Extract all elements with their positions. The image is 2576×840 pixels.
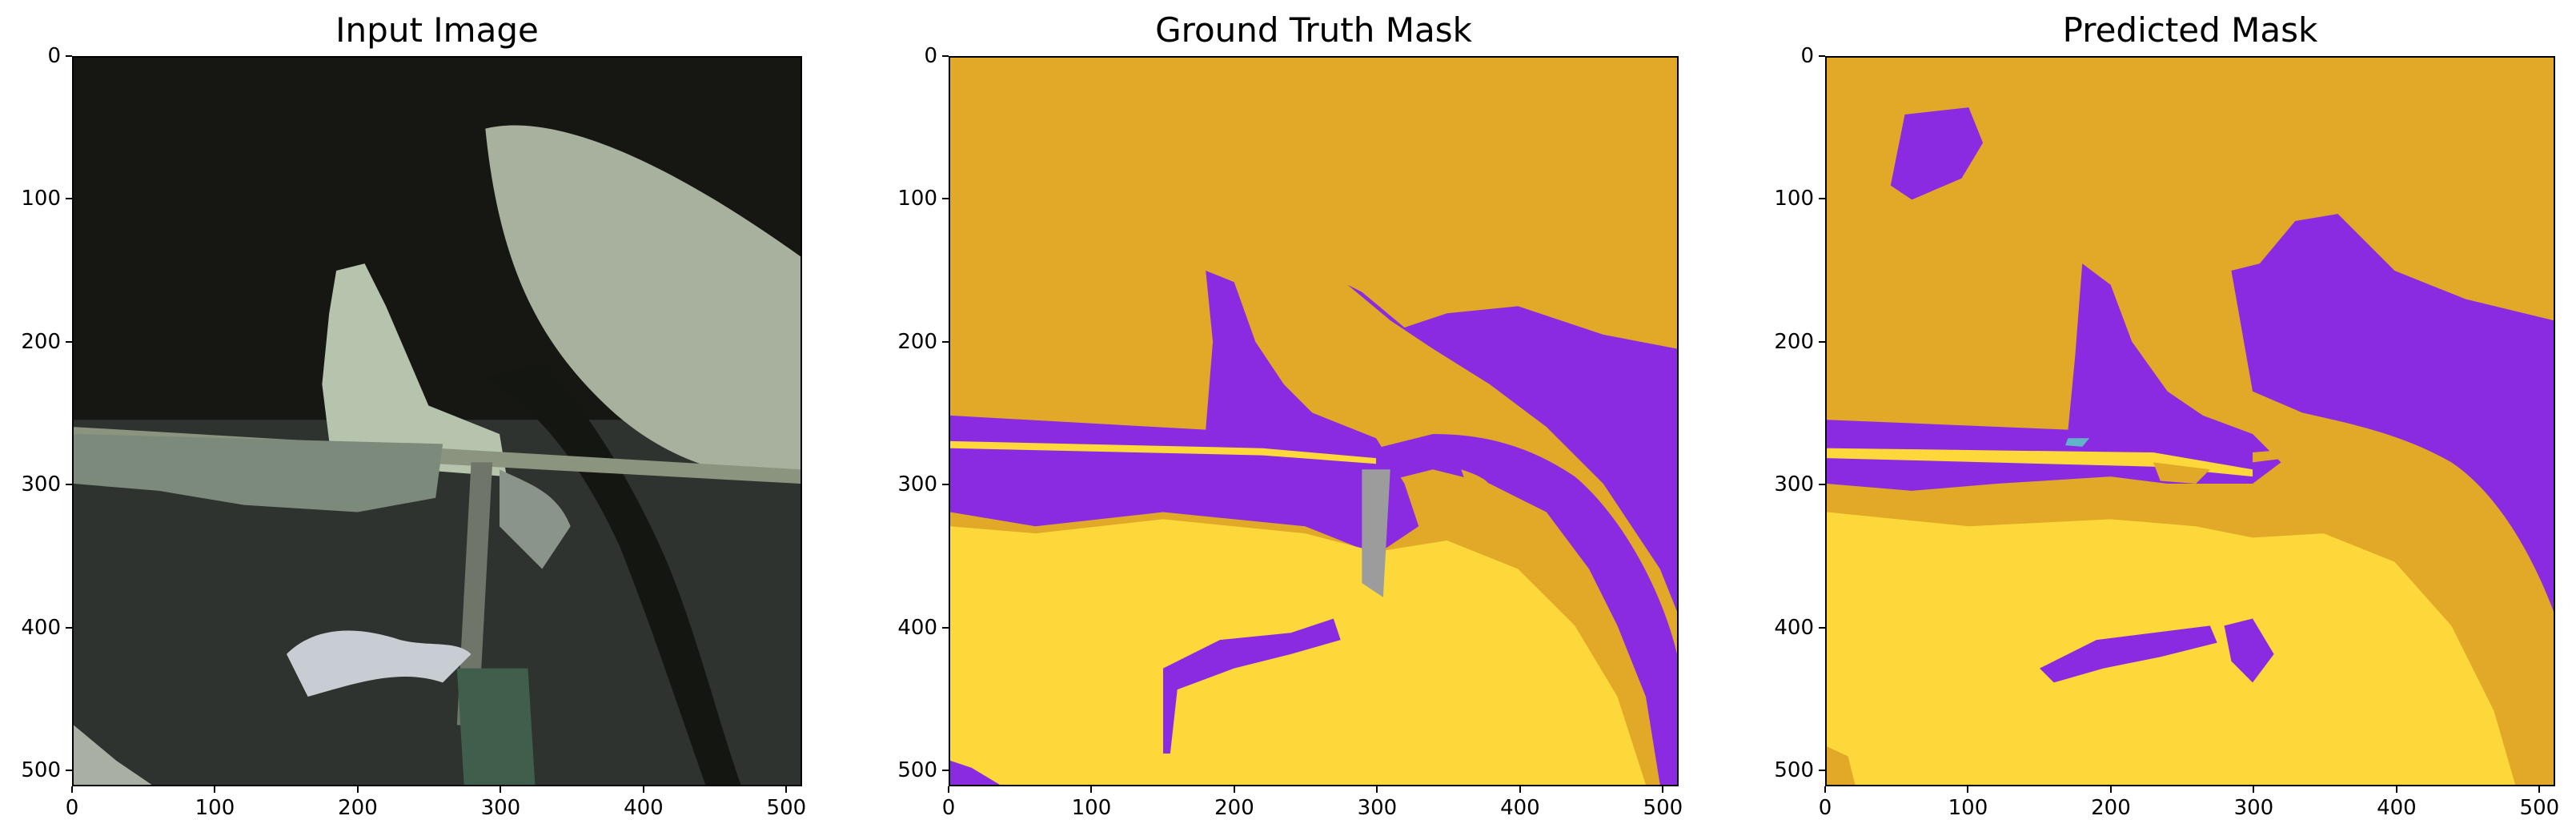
x-tick-mark bbox=[785, 786, 788, 793]
y-tick-label: 200 bbox=[1774, 329, 1814, 354]
y-tick-label: 0 bbox=[924, 44, 937, 68]
y-tick-mark bbox=[1819, 770, 1825, 772]
x-tick-label: 200 bbox=[1214, 796, 1254, 820]
x-tick-mark bbox=[1376, 786, 1378, 793]
x-tick-label: 0 bbox=[941, 796, 956, 820]
y-tick-label: 100 bbox=[1774, 187, 1814, 211]
x-tick-mark bbox=[2538, 786, 2541, 793]
y-tick-label: 200 bbox=[21, 329, 61, 354]
input-image-plot bbox=[72, 56, 802, 786]
x-tick-mark bbox=[1824, 786, 1826, 793]
y-tick-mark bbox=[66, 198, 72, 200]
y-tick-label: 0 bbox=[47, 44, 61, 68]
x-tick-mark bbox=[1662, 786, 1664, 793]
x-tick-mark bbox=[500, 786, 502, 793]
y-tick-label: 300 bbox=[1774, 472, 1814, 497]
y-tick-label: 400 bbox=[21, 615, 61, 640]
y-tick-mark bbox=[942, 770, 949, 772]
x-tick-mark bbox=[1090, 786, 1093, 793]
y-tick-mark bbox=[942, 198, 949, 200]
x-tick-label: 0 bbox=[65, 796, 79, 820]
x-tick-mark bbox=[1519, 786, 1521, 793]
predicted-plot bbox=[1825, 56, 2555, 786]
x-tick-label: 500 bbox=[766, 796, 807, 820]
y-tick-mark bbox=[66, 770, 72, 772]
x-tick-mark bbox=[214, 786, 216, 793]
x-tick-mark bbox=[2395, 786, 2397, 793]
panel-title: Input Image bbox=[335, 10, 539, 50]
panel-title: Predicted Mask bbox=[2062, 10, 2318, 50]
y-tick-label: 500 bbox=[897, 758, 937, 783]
x-tick-mark bbox=[2253, 786, 2255, 793]
y-tick-label: 100 bbox=[21, 187, 61, 211]
panel-title: Ground Truth Mask bbox=[1155, 10, 1472, 50]
y-tick-label: 0 bbox=[1800, 44, 1814, 68]
y-tick-label: 500 bbox=[1774, 758, 1814, 783]
x-tick-label: 500 bbox=[1643, 796, 1683, 820]
ground-truth-plot bbox=[949, 56, 1679, 786]
x-tick-label: 200 bbox=[2091, 796, 2131, 820]
y-tick-mark bbox=[66, 626, 72, 629]
x-tick-label: 100 bbox=[195, 796, 235, 820]
y-tick-label: 200 bbox=[897, 329, 937, 354]
y-tick-mark bbox=[66, 55, 72, 57]
x-tick-mark bbox=[1967, 786, 1969, 793]
x-tick-mark bbox=[71, 786, 73, 793]
x-tick-label: 200 bbox=[338, 796, 378, 820]
y-tick-label: 400 bbox=[1774, 615, 1814, 640]
x-tick-label: 300 bbox=[480, 796, 521, 820]
x-tick-label: 100 bbox=[1071, 796, 1112, 820]
y-tick-label: 300 bbox=[897, 472, 937, 497]
y-tick-mark bbox=[1819, 198, 1825, 200]
y-tick-mark bbox=[1819, 340, 1825, 343]
y-tick-mark bbox=[942, 340, 949, 343]
y-tick-mark bbox=[1819, 484, 1825, 486]
x-tick-mark bbox=[2109, 786, 2112, 793]
satellite-image bbox=[74, 58, 800, 785]
x-tick-mark bbox=[356, 786, 359, 793]
x-tick-label: 300 bbox=[1357, 796, 1398, 820]
x-tick-mark bbox=[642, 786, 644, 793]
y-tick-mark bbox=[66, 484, 72, 486]
x-tick-label: 400 bbox=[2377, 796, 2417, 820]
ground-truth-mask bbox=[950, 58, 1677, 785]
y-tick-mark bbox=[66, 340, 72, 343]
predicted-mask bbox=[1827, 58, 2554, 785]
y-tick-label: 500 bbox=[21, 758, 61, 783]
y-tick-mark bbox=[942, 626, 949, 629]
y-tick-label: 100 bbox=[897, 187, 937, 211]
y-tick-mark bbox=[1819, 626, 1825, 629]
x-tick-label: 400 bbox=[1500, 796, 1540, 820]
x-tick-label: 300 bbox=[2233, 796, 2274, 820]
panel-input-image: Input Image 0 100 200 300 400 500 0 100 200 300 40… bbox=[0, 0, 806, 840]
y-tick-mark bbox=[942, 55, 949, 57]
panel-predicted-mask: Predicted Mask 0 100 200 300 400 500 0 100 200 30… bbox=[1753, 0, 2559, 840]
x-tick-label: 500 bbox=[2519, 796, 2560, 820]
x-tick-label: 400 bbox=[624, 796, 664, 820]
x-tick-mark bbox=[948, 786, 949, 793]
x-tick-label: 0 bbox=[1818, 796, 1832, 820]
panel-ground-truth-mask: Ground Truth Mask 0 100 200 300 400 500 0 100 20… bbox=[877, 0, 1683, 840]
x-tick-label: 100 bbox=[1948, 796, 1988, 820]
y-tick-label: 400 bbox=[897, 615, 937, 640]
y-tick-mark bbox=[1819, 55, 1825, 57]
y-tick-mark bbox=[942, 484, 949, 486]
y-tick-label: 300 bbox=[21, 472, 61, 497]
x-tick-mark bbox=[1233, 786, 1235, 793]
